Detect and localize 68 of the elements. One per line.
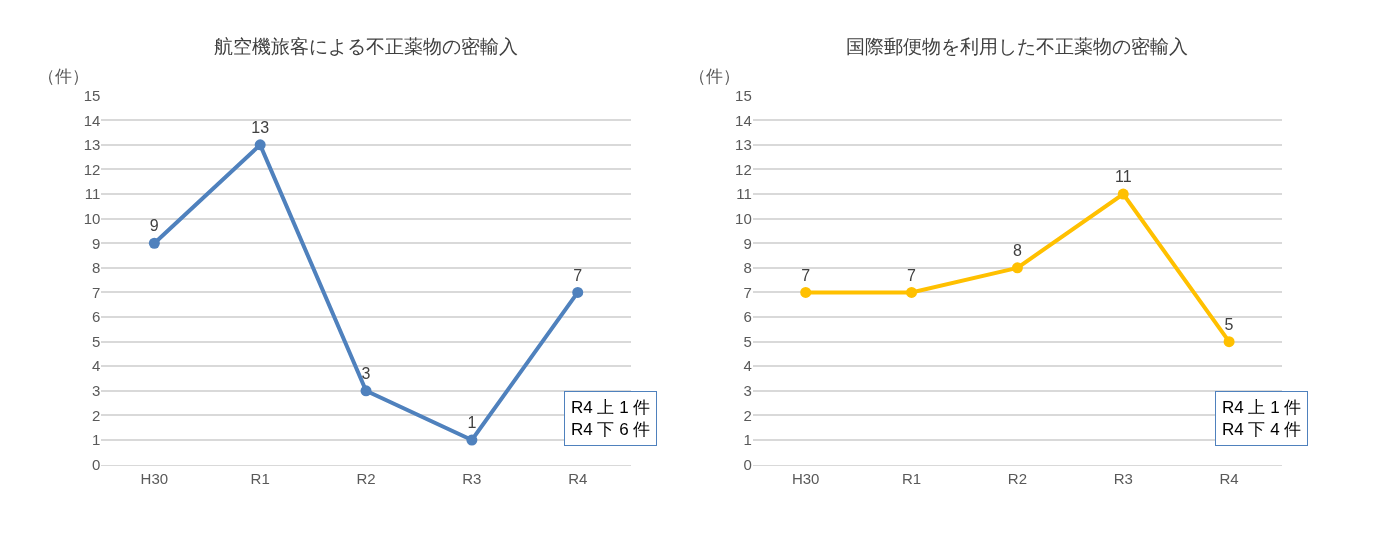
y-tick-label: 4 xyxy=(743,357,752,375)
x-tick-label: R4 xyxy=(568,469,588,487)
point xyxy=(1011,262,1023,274)
chart-title: 国際郵便物を利用した不正薬物の密輸入 xyxy=(846,36,1188,57)
data-label: 7 xyxy=(573,266,583,284)
y-tick-label: 11 xyxy=(736,185,752,203)
x-tick-label: R3 xyxy=(1113,469,1133,487)
y-tick-label: 1 xyxy=(743,431,752,449)
y-tick-label: 14 xyxy=(735,111,752,129)
data-label: 5 xyxy=(1224,315,1234,333)
y-axis-title: （件） xyxy=(38,67,89,86)
y-tick-label: 12 xyxy=(83,160,101,178)
data-label: 1 xyxy=(467,414,477,432)
data-label: 7 xyxy=(801,266,811,284)
y-tick-label: 1 xyxy=(92,431,101,449)
data-label: 3 xyxy=(361,364,371,382)
point xyxy=(572,286,584,298)
point xyxy=(800,286,812,298)
data-label: 11 xyxy=(1114,168,1132,186)
point xyxy=(466,434,478,446)
y-tick-label: 4 xyxy=(92,357,101,375)
y-axis-title: （件） xyxy=(689,67,740,86)
y-tick-label: 10 xyxy=(735,209,752,227)
x-tick-label: R4 xyxy=(1219,469,1239,487)
y-tick-label: 7 xyxy=(743,283,752,301)
x-tick-label: H30 xyxy=(791,469,820,487)
y-tick-label: 8 xyxy=(743,259,752,277)
y-tick-label: 5 xyxy=(743,332,752,350)
x-tick-label: R2 xyxy=(356,469,376,487)
y-tick-label: 0 xyxy=(743,455,752,473)
y-tick-label: 7 xyxy=(92,283,101,301)
y-tick-label: 13 xyxy=(83,136,101,154)
x-tick-label: R1 xyxy=(250,469,270,487)
point xyxy=(254,139,266,151)
data-label: 9 xyxy=(149,217,159,235)
y-tick-label: 9 xyxy=(743,234,752,252)
y-tick-label: 6 xyxy=(92,308,101,326)
data-label: 8 xyxy=(1012,241,1022,259)
y-tick-label: 2 xyxy=(92,406,101,424)
y-tick-label: 2 xyxy=(743,406,752,424)
x-tick-label: H30 xyxy=(140,469,169,487)
point xyxy=(360,385,372,397)
annotation: R4 上 1 件 R4 下 6 件 xyxy=(571,398,651,440)
y-tick-label: 14 xyxy=(83,111,101,129)
y-tick-label: 3 xyxy=(743,382,752,400)
point xyxy=(906,286,918,298)
chart-title: 航空機旅客による不正薬物の密輸入 xyxy=(214,36,518,57)
y-tick-label: 9 xyxy=(92,234,101,252)
y-tick-label: 13 xyxy=(735,136,752,154)
y-tick-label: 11 xyxy=(84,185,101,203)
y-tick-label: 6 xyxy=(743,308,752,326)
x-tick-label: R3 xyxy=(462,469,482,487)
x-tick-label: R1 xyxy=(901,469,922,487)
point xyxy=(1117,188,1129,200)
data-label: 13 xyxy=(251,118,270,136)
data-label: 7 xyxy=(907,266,917,284)
annotation: R4 上 1 件 R4 下 4 件 xyxy=(1222,398,1302,440)
y-tick-label: 8 xyxy=(92,259,101,277)
y-tick-label: 15 xyxy=(735,86,752,104)
y-tick-label: 15 xyxy=(83,86,101,104)
x-tick-label: R2 xyxy=(1007,469,1027,487)
y-tick-label: 5 xyxy=(92,332,101,350)
y-tick-label: 10 xyxy=(83,209,101,227)
y-tick-label: 3 xyxy=(92,382,101,400)
point xyxy=(148,237,160,249)
y-tick-label: 12 xyxy=(735,160,752,178)
point xyxy=(1223,336,1235,348)
y-tick-label: 0 xyxy=(92,455,101,473)
